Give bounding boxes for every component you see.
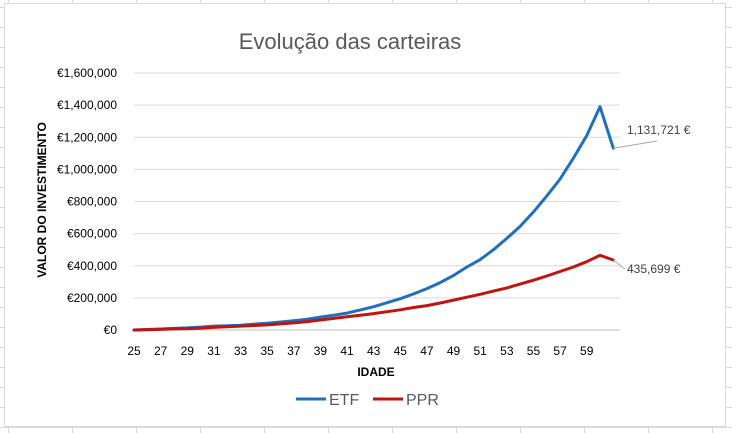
y-tick-label: €800,000 [67,195,117,209]
x-tick-label: 43 [367,344,381,358]
x-tick-label: 49 [447,344,461,358]
legend[interactable]: ETF PPR [296,392,439,409]
chart-area[interactable] [4,3,726,427]
y-tick-label: €600,000 [67,227,117,241]
x-tick-label: 39 [314,344,328,358]
x-tick-label: 35 [260,344,274,358]
x-tick-label: 27 [154,344,168,358]
y-tick-label: €200,000 [67,291,117,305]
x-tick-label: 33 [234,344,248,358]
chart-title[interactable]: Evolução das carteiras [239,29,462,54]
x-tick-label: 29 [181,344,195,358]
y-axis-title: VALOR DO INVESTIMENTO [35,122,49,278]
legend-label-ppr[interactable]: PPR [406,392,439,409]
x-tick-label: 57 [553,344,567,358]
gridlines [134,72,620,331]
y-axis-ticks: €0 €200,000 €400,000 €600,000 €800,000 €1,000… [57,66,117,337]
series-lines [132,105,615,332]
y-tick-label: €1,000,000 [57,162,117,176]
y-tick-label: €1,400,000 [57,98,117,112]
series-line-etf[interactable] [132,105,615,332]
y-tick-label: €400,000 [67,259,117,273]
x-tick-label: 45 [394,344,408,358]
x-axis-title: IDADE [357,365,394,379]
data-labels: 1,131,721 € 435,699 € [612,123,691,276]
x-tick-label: 41 [340,344,354,358]
x-axis-ticks: 25 27 29 31 33 35 37 39 41 43 45 47 49 51 53 55 57 59 [127,344,593,358]
legend-label-etf[interactable]: ETF [329,392,359,409]
y-tick-label: €1,200,000 [57,130,117,144]
data-label-ppr[interactable]: 435,699 € [627,262,681,276]
data-label-leader [613,140,658,149]
x-tick-label: 59 [580,344,594,358]
x-tick-label: 47 [420,344,434,358]
x-tick-label: 37 [287,344,301,358]
x-tick-label: 55 [527,344,541,358]
data-label-etf[interactable]: 1,131,721 € [627,123,691,137]
series-line-ppr[interactable] [132,253,615,332]
y-tick-label: €1,600,000 [57,66,117,80]
x-tick-label: 25 [127,344,141,358]
x-tick-label: 53 [500,344,514,358]
x-tick-label: 31 [207,344,221,358]
x-tick-label: 51 [474,344,488,358]
data-label-leader [612,259,626,270]
y-tick-label: €0 [104,323,118,337]
